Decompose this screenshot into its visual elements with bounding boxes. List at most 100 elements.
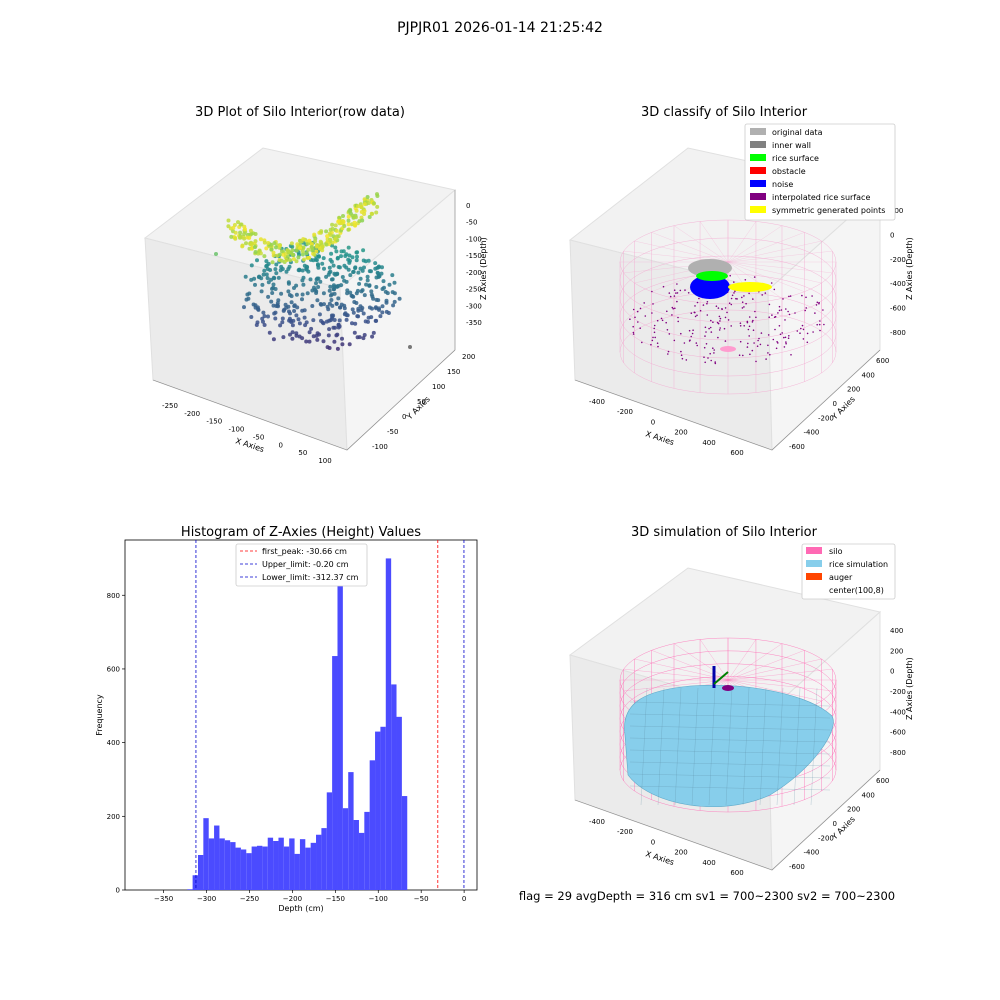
raw-data-point — [238, 222, 243, 227]
classify-legend-swatch — [750, 167, 766, 174]
raw-data-point — [317, 332, 322, 337]
raw-data-point — [358, 266, 363, 271]
interpolated-surface-point — [752, 298, 754, 300]
interpolated-surface-point — [694, 305, 696, 307]
histogram-bar — [208, 838, 215, 890]
raw-data-point — [266, 241, 271, 245]
raw-data-point — [359, 205, 364, 210]
simulation-legend-label: auger — [829, 573, 853, 582]
raw-data-point — [335, 346, 340, 351]
raw-data-point — [356, 270, 361, 275]
raw-data-point — [277, 243, 282, 248]
interpolated-surface-point — [814, 312, 816, 314]
interpolated-surface-point — [794, 312, 796, 314]
silo-center-marker — [720, 346, 736, 352]
raw-data-point — [265, 276, 270, 281]
interpolated-surface-point — [639, 327, 641, 330]
raw-data-point — [262, 314, 267, 319]
raw-data-point — [288, 332, 292, 337]
raw-data-point — [304, 251, 309, 256]
histogram-bar — [203, 818, 209, 890]
raw-point-cloud — [214, 192, 412, 351]
raw-data-point — [322, 266, 326, 271]
classify-silo-spoke — [727, 225, 783, 263]
raw-data-point — [300, 292, 305, 297]
rice-mesh-line — [691, 687, 699, 806]
interpolated-surface-point — [666, 310, 668, 313]
raw-data-point — [362, 333, 367, 337]
classify-legend-box — [744, 123, 896, 221]
interpolated-surface-point — [692, 329, 694, 332]
classify-x-tick-label: 400 — [702, 439, 715, 447]
raw-data-point — [350, 294, 355, 299]
classify-legend-swatch — [750, 154, 766, 161]
simulation-y-tick-label: -600 — [789, 863, 805, 871]
classify-z-tick-label: -600 — [890, 305, 906, 313]
raw-data-point — [377, 306, 381, 311]
raw-data-point — [259, 289, 264, 294]
interpolated-surface-point — [690, 312, 693, 315]
raw-data-point — [301, 245, 306, 250]
interpolated-surface-point — [743, 295, 745, 297]
histogram-bar — [246, 853, 252, 890]
raw-data-point — [319, 302, 324, 307]
raw-data-point — [320, 248, 325, 253]
simulation-silo-spoke — [727, 668, 833, 681]
raw-data-point — [309, 326, 314, 331]
classify-x-label: X Axies — [644, 429, 675, 447]
raw-x-tick-label: -100 — [228, 426, 244, 434]
interpolated-surface-point — [730, 297, 733, 300]
raw-data-point — [260, 282, 265, 287]
interpolated-surface-point — [675, 292, 677, 294]
interpolated-surface-point — [752, 319, 754, 322]
interpolated-surface-point — [755, 316, 757, 319]
classify-silo-spoke — [673, 225, 729, 263]
interpolated-surface-point — [718, 315, 721, 318]
raw-data-point — [290, 323, 295, 328]
panel-histogram: Histogram of Z-Axies (Height) Values −35… — [95, 525, 478, 913]
histogram-bar — [219, 838, 225, 890]
raw-data-point — [288, 318, 293, 323]
interpolated-surface-point — [741, 296, 743, 299]
auger-center — [722, 685, 734, 691]
raw-data-point — [314, 277, 319, 282]
raw-data-point — [362, 202, 367, 207]
histogram-y-tick-label: 200 — [107, 813, 120, 821]
interpolated-surface-point — [802, 338, 805, 340]
raw-data-point — [370, 306, 374, 311]
raw-data-point — [325, 234, 330, 239]
simulation-x-tick-label: 200 — [674, 849, 687, 857]
interpolated-surface-point — [657, 345, 659, 348]
interpolated-surface-point — [699, 309, 702, 312]
raw-data-point — [294, 283, 299, 288]
raw-data-point — [296, 317, 301, 322]
raw-data-point — [279, 291, 284, 296]
rice-mesh-line — [708, 687, 716, 806]
simulation-x-label: X Axies — [644, 849, 675, 867]
histogram-legend: first_peak: -30.66 cm Upper_limit: -0.20 … — [235, 543, 368, 587]
raw-z-label: Z Axies (Depth) — [479, 237, 488, 300]
interpolated-surface-point — [651, 290, 653, 293]
interpolated-surface-point — [816, 301, 819, 304]
interpolated-surface-point — [753, 276, 756, 278]
classify-legend-swatch — [750, 193, 766, 200]
raw-data-point — [332, 339, 337, 344]
simulation-x-tick-label: 400 — [702, 859, 715, 867]
raw-data-point — [304, 264, 309, 269]
raw-data-point — [369, 289, 374, 294]
interpolated-surface-point — [758, 337, 760, 340]
raw-data-point — [340, 336, 344, 341]
raw-data-point — [288, 311, 292, 316]
raw-data-point — [331, 283, 336, 288]
interpolated-surface-point — [767, 344, 769, 347]
interpolated-surface-point — [819, 320, 821, 322]
raw-data-point — [290, 244, 295, 249]
interpolated-surface-point — [785, 342, 787, 345]
raw-data-point — [375, 204, 380, 209]
interpolated-surface-point — [656, 342, 659, 345]
interpolated-surface-point — [706, 302, 708, 305]
raw-data-point — [333, 245, 338, 250]
raw-data-point — [355, 314, 360, 319]
raw-data-point — [354, 250, 359, 255]
histogram-bar — [214, 825, 220, 890]
